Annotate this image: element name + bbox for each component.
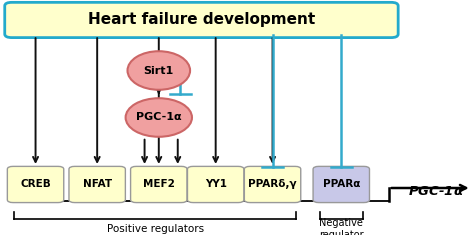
FancyBboxPatch shape: [245, 166, 301, 203]
Text: YY1: YY1: [205, 180, 227, 189]
Text: PPARδ,γ: PPARδ,γ: [248, 180, 297, 189]
FancyBboxPatch shape: [69, 166, 125, 203]
Text: CREB: CREB: [20, 180, 51, 189]
Text: Positive regulators: Positive regulators: [107, 224, 204, 234]
Text: Sirt1: Sirt1: [144, 66, 174, 75]
FancyBboxPatch shape: [131, 166, 187, 203]
FancyBboxPatch shape: [5, 2, 398, 38]
Ellipse shape: [126, 98, 192, 137]
FancyBboxPatch shape: [7, 166, 64, 203]
Text: PGC-1α: PGC-1α: [136, 113, 182, 122]
Text: Negative
regulator: Negative regulator: [319, 218, 364, 235]
FancyBboxPatch shape: [188, 166, 244, 203]
Text: NFAT: NFAT: [82, 180, 112, 189]
FancyBboxPatch shape: [313, 166, 370, 203]
Text: PPARα: PPARα: [323, 180, 360, 189]
Text: $\bfit{PGC}$-$\bfit{1α}$: $\bfit{PGC}$-$\bfit{1α}$: [408, 185, 464, 198]
Text: MEF2: MEF2: [143, 180, 175, 189]
Ellipse shape: [128, 51, 190, 90]
Text: Heart failure development: Heart failure development: [88, 12, 315, 27]
